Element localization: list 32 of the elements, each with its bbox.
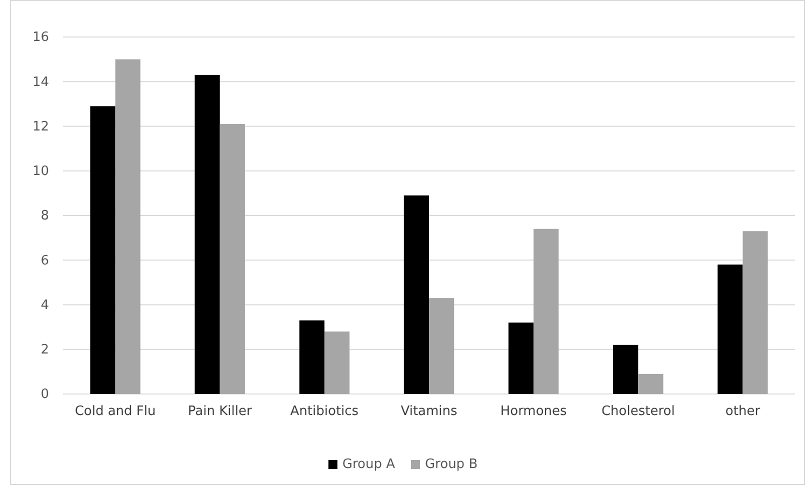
x-tick-label: Pain Killer [188,404,252,420]
bar [194,74,220,394]
x-tick-label: Hormones [500,404,568,420]
legend-label: Group B [424,457,478,472]
y-tick-label: 2 [40,342,49,358]
bar [718,264,743,394]
bar [404,195,429,394]
bar [299,320,324,394]
bar [534,228,559,394]
x-tick-label: Antibiotics [290,404,359,420]
bar [90,106,116,394]
bar [613,344,638,394]
bar [508,322,534,394]
bar [220,124,245,394]
y-tick-label: 8 [40,208,49,224]
y-tick-label: 6 [40,253,49,268]
y-tick-label: 16 [32,30,49,46]
y-tick-label: 4 [40,298,49,313]
bar [638,374,664,394]
y-tick-label: 10 [32,164,49,180]
x-tick-label: other [725,404,761,420]
x-tick-label: Vitamins [400,404,458,420]
bar [115,59,140,394]
x-tick-label: Cholesterol [601,404,675,420]
bar [429,298,454,394]
x-tick-label: Cold and Flu [74,404,156,420]
bar [324,332,350,394]
bar [742,231,768,394]
y-tick-label: 14 [32,74,49,90]
y-tick-label: 12 [32,119,49,134]
legend-label: Group A [342,457,396,472]
y-tick-label: 0 [40,387,49,402]
